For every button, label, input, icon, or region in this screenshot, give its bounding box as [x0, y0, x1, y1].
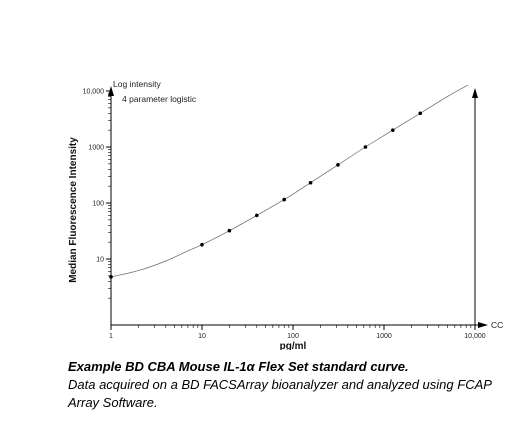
x-tick-label: 10 — [198, 333, 206, 340]
data-point — [363, 145, 368, 149]
right-axis-arrow-icon — [472, 88, 478, 98]
data-point — [308, 180, 313, 185]
x-axis — [111, 322, 488, 328]
data-point — [418, 111, 423, 116]
standard-curve-chart: 1 10 100 1000 10,000 10 100 1000 10,000 Log int… — [68, 79, 503, 350]
y-tick-label: 10 — [96, 257, 104, 264]
figure-caption: Example BD CBA Mouse IL-1α Flex Set stan… — [68, 358, 508, 412]
fit-curve — [110, 85, 469, 278]
x-tick-label: 1 — [109, 333, 113, 340]
data-points — [109, 111, 423, 279]
x-axis-title: pg/ml — [280, 341, 307, 350]
x-axis-arrow-icon — [478, 322, 488, 328]
data-point — [109, 275, 113, 279]
x-ticks: 1 10 100 1000 10,000 — [109, 325, 486, 340]
y-tick-label: 100 — [92, 201, 104, 208]
x-tick-label: 1000 — [376, 333, 392, 340]
y-ticks: 10 100 1000 10,000 — [83, 89, 111, 299]
x-axis-end-label: CC — [491, 320, 503, 330]
data-point — [391, 128, 395, 132]
data-point — [282, 197, 286, 202]
y-tick-label: 10,000 — [83, 89, 105, 96]
data-point — [336, 163, 340, 167]
x-tick-label: 10,000 — [464, 333, 486, 340]
data-point — [227, 228, 232, 233]
y-tick-label: 1000 — [88, 145, 104, 152]
y-axis-end-label: Log intensity — [113, 79, 161, 89]
data-point — [254, 213, 259, 218]
x-tick-label: 100 — [287, 333, 299, 340]
right-axis — [472, 88, 478, 325]
fit-label: 4 parameter logistic — [122, 94, 197, 104]
caption-body: Data acquired on a BD FACSArray bioanaly… — [68, 377, 492, 410]
caption-title: Example BD CBA Mouse IL-1α Flex Set stan… — [68, 359, 409, 374]
y-axis-title: Median Fluorescence Intensity — [68, 137, 79, 283]
data-point — [200, 242, 204, 247]
